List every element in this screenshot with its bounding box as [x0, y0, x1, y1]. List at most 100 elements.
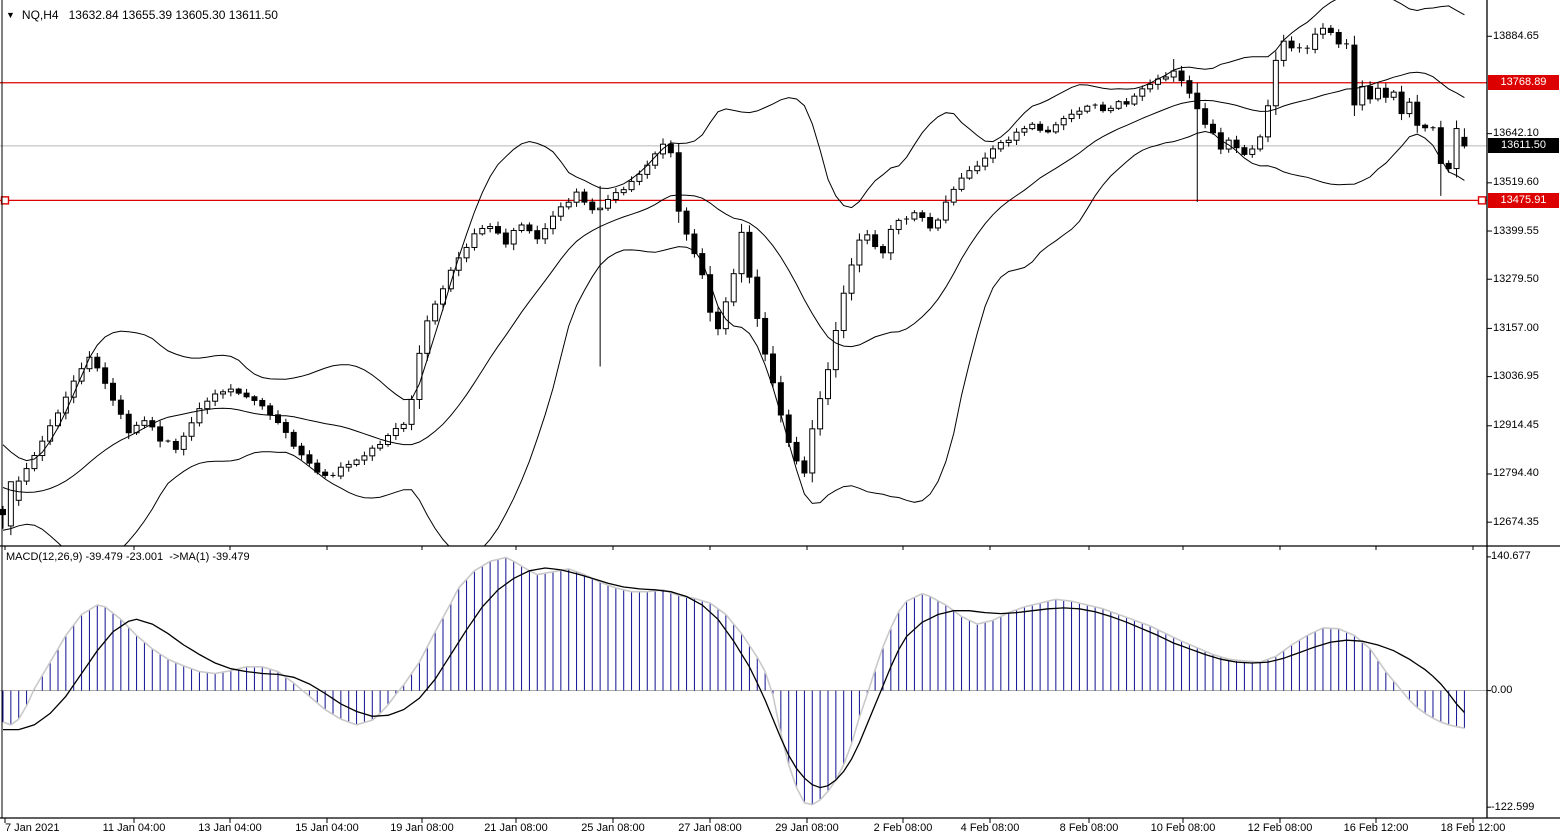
candle-body-up: [31, 455, 38, 470]
candle: [840, 285, 847, 339]
candle-body-up: [620, 189, 627, 194]
candle: [549, 211, 556, 235]
bollinger-lower-band: [2, 130, 1465, 546]
candle: [707, 265, 714, 322]
candle: [102, 362, 109, 390]
candle: [848, 258, 855, 301]
candle-body-down: [109, 382, 116, 401]
time-axis-label: 11 Jan 04:00: [102, 822, 166, 834]
candle: [691, 229, 698, 258]
candle-body-down: [1202, 108, 1209, 125]
candle: [1296, 43, 1302, 53]
candle: [54, 409, 61, 429]
candle: [290, 429, 297, 450]
candle-body-up: [840, 292, 847, 332]
candle-body-down: [117, 399, 124, 415]
candle: [817, 391, 824, 436]
candle-body-up: [1264, 105, 1271, 138]
candle-body-down: [1044, 129, 1051, 133]
candle: [471, 228, 478, 251]
candle: [235, 387, 242, 396]
candle-body-up: [408, 398, 415, 425]
candle-body-up: [942, 201, 949, 221]
candle: [204, 397, 211, 415]
candle-body-up: [989, 148, 996, 159]
candle-body-up: [1084, 105, 1091, 112]
candle: [958, 173, 965, 192]
candle-body-down: [172, 441, 179, 450]
symbol-dropdown-icon[interactable]: ▼: [6, 10, 15, 20]
price-axis-label: 12914.45: [1493, 419, 1539, 432]
candle: [557, 202, 564, 221]
candle: [801, 456, 808, 478]
candle-body-down: [1335, 31, 1342, 45]
macd-indicator-label: MACD(12,26,9) -39.479 -23.001 ->MA(1) -3…: [6, 551, 250, 563]
line-endpoint-marker[interactable]: [1477, 196, 1487, 205]
macd-panel: [0, 556, 1487, 806]
candle-body-up: [636, 173, 643, 182]
candle: [1139, 85, 1146, 101]
candle-body-up: [832, 330, 839, 371]
candle-body-up: [204, 400, 211, 410]
candle: [23, 462, 30, 485]
candle: [1092, 103, 1098, 109]
candle-body-up: [510, 229, 517, 245]
time-axis-label: 19 Jan 08:00: [390, 822, 454, 834]
candle-body-up: [864, 234, 871, 241]
candle-body-down: [502, 232, 509, 245]
candle-body-up: [1390, 91, 1397, 98]
candle-body-up: [479, 227, 486, 235]
candle-body-down: [125, 413, 132, 434]
time-axis-label: 10 Feb 08:00: [1150, 822, 1216, 834]
candle: [534, 225, 541, 244]
candle: [109, 377, 116, 406]
candle: [714, 307, 721, 336]
candle: [793, 436, 800, 465]
candle-body-up: [1359, 85, 1366, 106]
candle: [730, 268, 737, 307]
candle: [824, 362, 831, 406]
candle-body-down: [1351, 44, 1358, 106]
candle: [219, 389, 226, 399]
candle: [856, 233, 863, 273]
candle: [738, 223, 745, 283]
candle-body-up: [1312, 33, 1319, 50]
candle-body-down: [667, 143, 674, 154]
candle: [934, 217, 941, 231]
candle-body-down: [1367, 85, 1374, 100]
candle-body-up: [895, 219, 902, 230]
price-axis-label: 13519.60: [1493, 176, 1539, 189]
candle-body-up: [997, 142, 1004, 150]
candle: [1123, 98, 1130, 107]
candle: [157, 420, 164, 448]
candle: [683, 207, 690, 241]
candle-body-down: [1037, 123, 1044, 131]
candle-body-down: [1288, 40, 1295, 49]
candle: [212, 389, 219, 407]
candle: [1422, 123, 1429, 132]
price-axis-label: 13157.00: [1493, 321, 1539, 334]
macd-axis-label-max: 140.677: [1491, 550, 1531, 563]
candle: [1264, 99, 1271, 143]
candle-body-up: [1052, 124, 1059, 133]
candle: [487, 223, 494, 233]
line-endpoint-marker[interactable]: [0, 196, 10, 205]
candle-body-up: [400, 423, 407, 430]
candle: [1233, 135, 1240, 154]
price-axis-label: 13399.55: [1493, 224, 1539, 237]
candle: [966, 166, 973, 180]
candle: [597, 185, 604, 367]
candle-body-up: [1029, 123, 1036, 130]
macd-line: [2, 556, 1465, 806]
candle: [1241, 144, 1248, 157]
candle-body-down: [762, 317, 769, 355]
candle: [1453, 120, 1460, 178]
candle-body-up: [557, 206, 564, 217]
candle-body-up: [934, 219, 941, 229]
candle-body-down: [1461, 136, 1468, 147]
candle: [1178, 65, 1185, 87]
candle: [361, 451, 368, 465]
candle-body-up: [345, 463, 352, 468]
